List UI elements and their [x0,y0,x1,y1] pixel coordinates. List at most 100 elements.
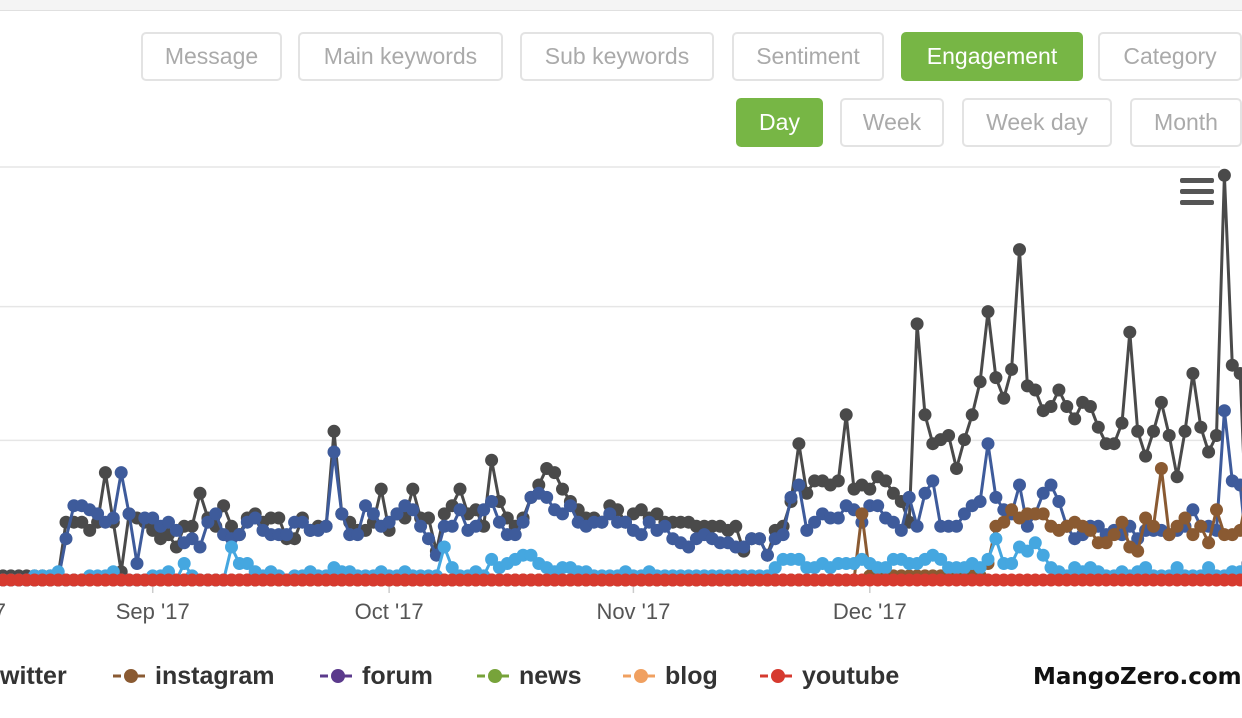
engagement-line-chart: 17 Sep '17 Oct '17 Nov '17 Dec '17 [0,166,1242,624]
data-point-twitter [406,482,420,496]
data-point-facebook [106,511,120,525]
data-point-twitter [918,408,932,422]
data-point-instagram [1036,507,1050,521]
data-point-twitter [1091,420,1105,434]
data-point-twitter [650,507,664,521]
data-point-facebook [469,519,483,533]
data-point-facebook [1233,478,1242,492]
metric-button-sub-keywords[interactable]: Sub keywords [520,32,714,81]
data-point-twitter [83,523,97,537]
data-point-facebook [556,507,569,521]
data-point-facebook [918,486,932,500]
data-point-twitter [831,474,845,488]
legend-marker-forum [320,669,356,683]
data-point-web [485,552,499,566]
data-point-twitter [957,433,971,447]
hamburger-menu-icon[interactable] [1180,178,1214,206]
data-point-web [792,552,806,566]
data-point-instagram [1194,519,1208,533]
series-facebook [0,404,1242,587]
data-point-facebook [1052,495,1066,508]
browser-top-strip [0,0,1242,11]
data-point-instagram [1083,523,1097,537]
data-point-facebook [193,540,207,554]
data-point-twitter [453,482,467,496]
data-point-instagram [1233,523,1242,537]
data-point-twitter [997,391,1011,405]
data-point-facebook [737,540,751,554]
data-point-facebook [595,515,609,529]
legend-dot-youtube [771,669,785,683]
data-point-twitter [886,486,900,500]
data-point-facebook [886,515,900,529]
data-point-youtube [1233,573,1242,587]
data-point-facebook [957,507,971,521]
data-point-facebook [1036,486,1050,500]
data-point-facebook [453,503,467,517]
data-point-facebook [280,528,294,542]
period-button-week-day[interactable]: Week day [962,98,1112,147]
data-point-twitter [437,507,451,521]
x-tick-label: Nov '17 [596,599,670,624]
legend-label-forum: forum [362,662,433,690]
legend-dot-forum [331,669,345,683]
data-point-facebook [1186,503,1200,517]
data-point-facebook [1044,478,1058,492]
data-point-instagram [1154,462,1168,475]
data-point-twitter [1107,437,1121,451]
data-point-twitter [1068,412,1082,426]
metric-button-category[interactable]: Category [1098,32,1242,81]
data-point-facebook [634,528,648,542]
data-point-twitter [1052,383,1066,397]
data-point-twitter [792,437,806,451]
data-point-facebook [540,490,554,504]
data-point-facebook [445,519,459,533]
series-line-facebook [3,409,1242,582]
x-tick-label: 17 [0,599,6,624]
data-point-twitter [374,482,388,496]
data-point-facebook [642,515,656,529]
data-point-web [437,540,451,554]
data-point-facebook [871,499,885,513]
period-button-month[interactable]: Month [1130,98,1242,147]
data-point-twitter [185,519,199,533]
series-youtube [0,573,1242,587]
data-point-twitter [1013,243,1026,257]
metric-button-engagement[interactable]: Engagement [901,32,1083,81]
period-button-day[interactable]: Day [736,98,823,147]
data-point-facebook [114,466,128,480]
data-point-instagram [997,515,1011,529]
data-point-twitter [965,408,979,422]
data-point-facebook [335,507,349,521]
data-point-instagram [1099,536,1113,550]
x-tick-label: Oct '17 [355,599,424,624]
data-point-twitter [1028,383,1042,397]
data-point-web [1036,548,1050,562]
data-point-facebook [414,519,428,533]
data-point-twitter [989,371,1003,385]
data-point-web [177,557,191,570]
data-point-web [934,552,948,566]
data-point-instagram [1202,536,1216,550]
period-button-week[interactable]: Week [840,98,944,147]
data-point-instagram [1139,511,1153,525]
data-point-web [981,552,995,566]
metric-button-sentiment[interactable]: Sentiment [732,32,884,81]
data-point-twitter [950,462,963,475]
legend-dot-instagram [124,669,138,683]
legend-label-youtube: youtube [802,662,900,690]
data-point-facebook [776,528,790,542]
data-point-facebook [185,532,199,546]
data-point-facebook [201,515,215,529]
metric-button-main-keywords[interactable]: Main keywords [298,32,503,81]
data-point-instagram [1210,503,1223,517]
data-point-web [1005,557,1019,570]
data-point-web [989,532,1003,546]
data-point-web [445,561,459,575]
data-point-facebook [248,511,262,525]
data-point-web [1139,561,1153,575]
data-point-twitter [1131,424,1145,438]
metric-button-message[interactable]: Message [141,32,282,81]
data-point-facebook [563,499,577,513]
data-point-facebook [894,523,908,537]
